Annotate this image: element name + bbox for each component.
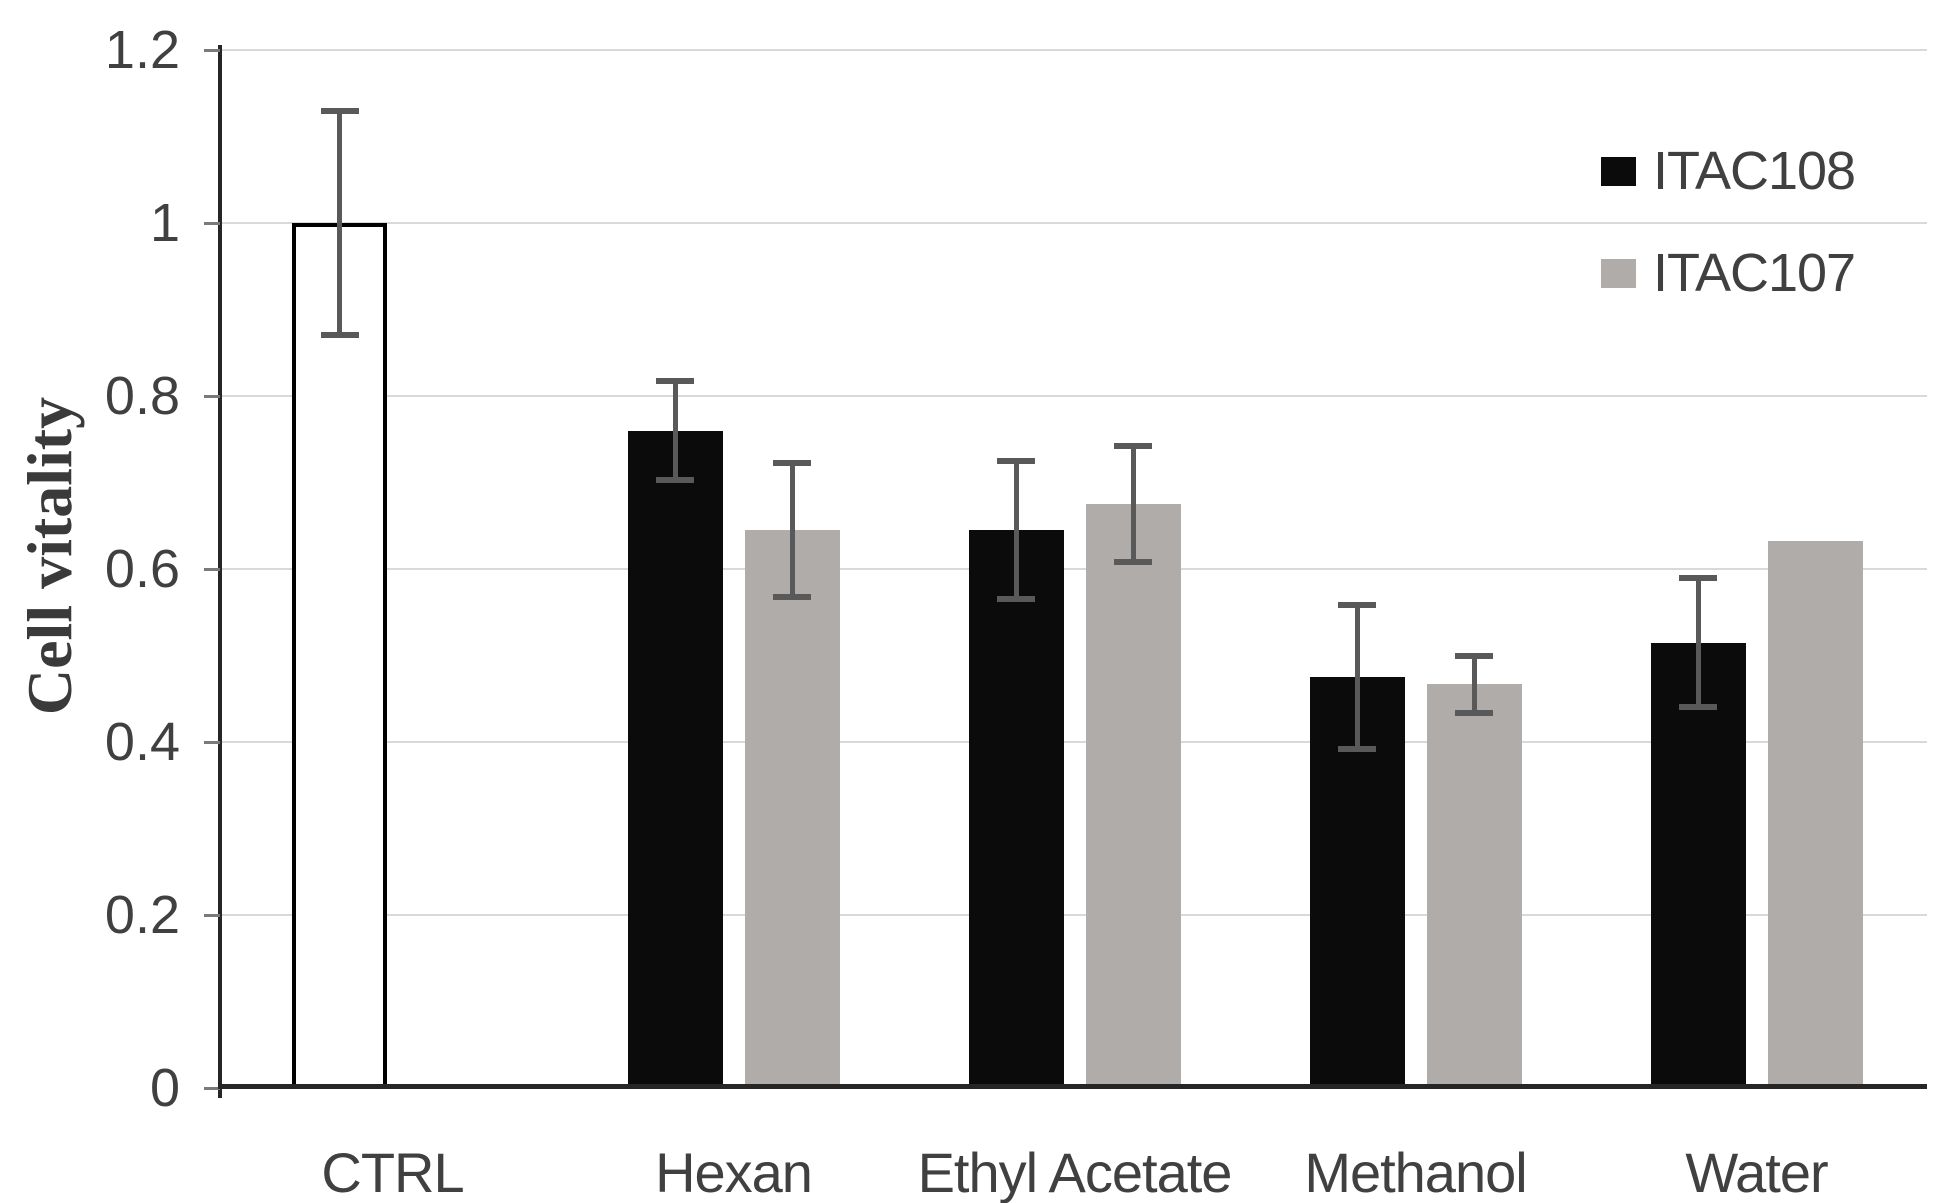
y-tick-label: 0.6 — [104, 539, 180, 599]
y-tick-mark — [204, 568, 220, 571]
bar-itac107-3 — [1426, 684, 1522, 1088]
bar-itac108-4 — [1650, 642, 1746, 1088]
bar-itac108-1 — [627, 430, 723, 1088]
error-bar-cap — [656, 378, 694, 385]
x-label-ethyl-acetate: Ethyl Acetate — [917, 1141, 1233, 1203]
y-tick-label: 1.2 — [104, 20, 180, 80]
legend-item-itac107: ITAC107 — [1601, 243, 1856, 303]
error-bar-cap — [997, 596, 1035, 603]
gridline — [222, 741, 1927, 743]
x-label-hexan: Hexan — [655, 1141, 813, 1203]
error-bar-line — [789, 463, 795, 597]
error-bar-cap — [1679, 704, 1717, 711]
bar-itac107-1 — [744, 530, 840, 1088]
y-tick-label: 0.2 — [104, 885, 180, 945]
legend-label-itac108: ITAC108 — [1653, 141, 1856, 201]
gridline — [222, 568, 1927, 570]
x-label-ctrl: CTRL — [321, 1141, 464, 1203]
gridline — [222, 49, 1927, 51]
error-bar-cap — [320, 107, 359, 114]
bar-ctrl-0 — [292, 223, 387, 1088]
legend-label-itac107: ITAC107 — [1653, 243, 1856, 303]
x-label-water: Water — [1685, 1141, 1828, 1203]
y-tick-label: 0.8 — [104, 366, 180, 426]
y-tick-mark — [204, 395, 220, 398]
legend-item-itac108: ITAC108 — [1601, 141, 1856, 201]
bar-itac107-4 — [1767, 541, 1863, 1088]
error-bar-line — [1471, 655, 1477, 713]
legend-swatch-itac108 — [1601, 156, 1636, 186]
gridline — [222, 395, 1927, 397]
error-bar-cap — [773, 593, 811, 600]
error-bar-cap — [656, 476, 694, 483]
error-bar-cap — [773, 460, 811, 467]
error-bar-line — [1695, 577, 1701, 708]
error-bar-line — [672, 381, 678, 480]
error-bar-cap — [1114, 443, 1152, 450]
y-tick-label: 0.4 — [104, 712, 180, 772]
error-bar-cap — [1455, 709, 1493, 716]
y-tick-mark — [204, 49, 220, 52]
y-tick-mark — [204, 741, 220, 744]
gridline — [222, 914, 1927, 916]
error-bar-cap — [1338, 602, 1376, 609]
bar-itac108-2 — [968, 530, 1064, 1088]
error-bar-cap — [1455, 652, 1493, 659]
error-bar-cap — [320, 332, 359, 339]
error-bar-cap — [1338, 745, 1376, 752]
x-axis-line — [218, 1084, 1927, 1089]
x-label-methanol: Methanol — [1304, 1141, 1527, 1203]
gridline — [222, 222, 1927, 224]
legend: ITAC108 ITAC107 — [1601, 141, 1856, 346]
error-bar-line — [1130, 446, 1136, 563]
error-bar-line — [1013, 460, 1019, 600]
error-bar-line — [337, 110, 342, 336]
error-bar-cap — [997, 457, 1035, 464]
y-tick-label: 0 — [149, 1058, 180, 1118]
bar-itac107-2 — [1085, 504, 1181, 1088]
error-bar-cap — [1679, 574, 1717, 581]
y-tick-mark — [204, 222, 220, 225]
error-bar-line — [1354, 605, 1360, 749]
y-tick-mark — [204, 914, 220, 917]
legend-swatch-itac107 — [1601, 258, 1636, 288]
y-tick-label: 1 — [149, 193, 180, 253]
y-tick-mark — [204, 1087, 220, 1090]
y-axis-line — [218, 45, 222, 1098]
error-bar-cap — [1114, 559, 1152, 566]
